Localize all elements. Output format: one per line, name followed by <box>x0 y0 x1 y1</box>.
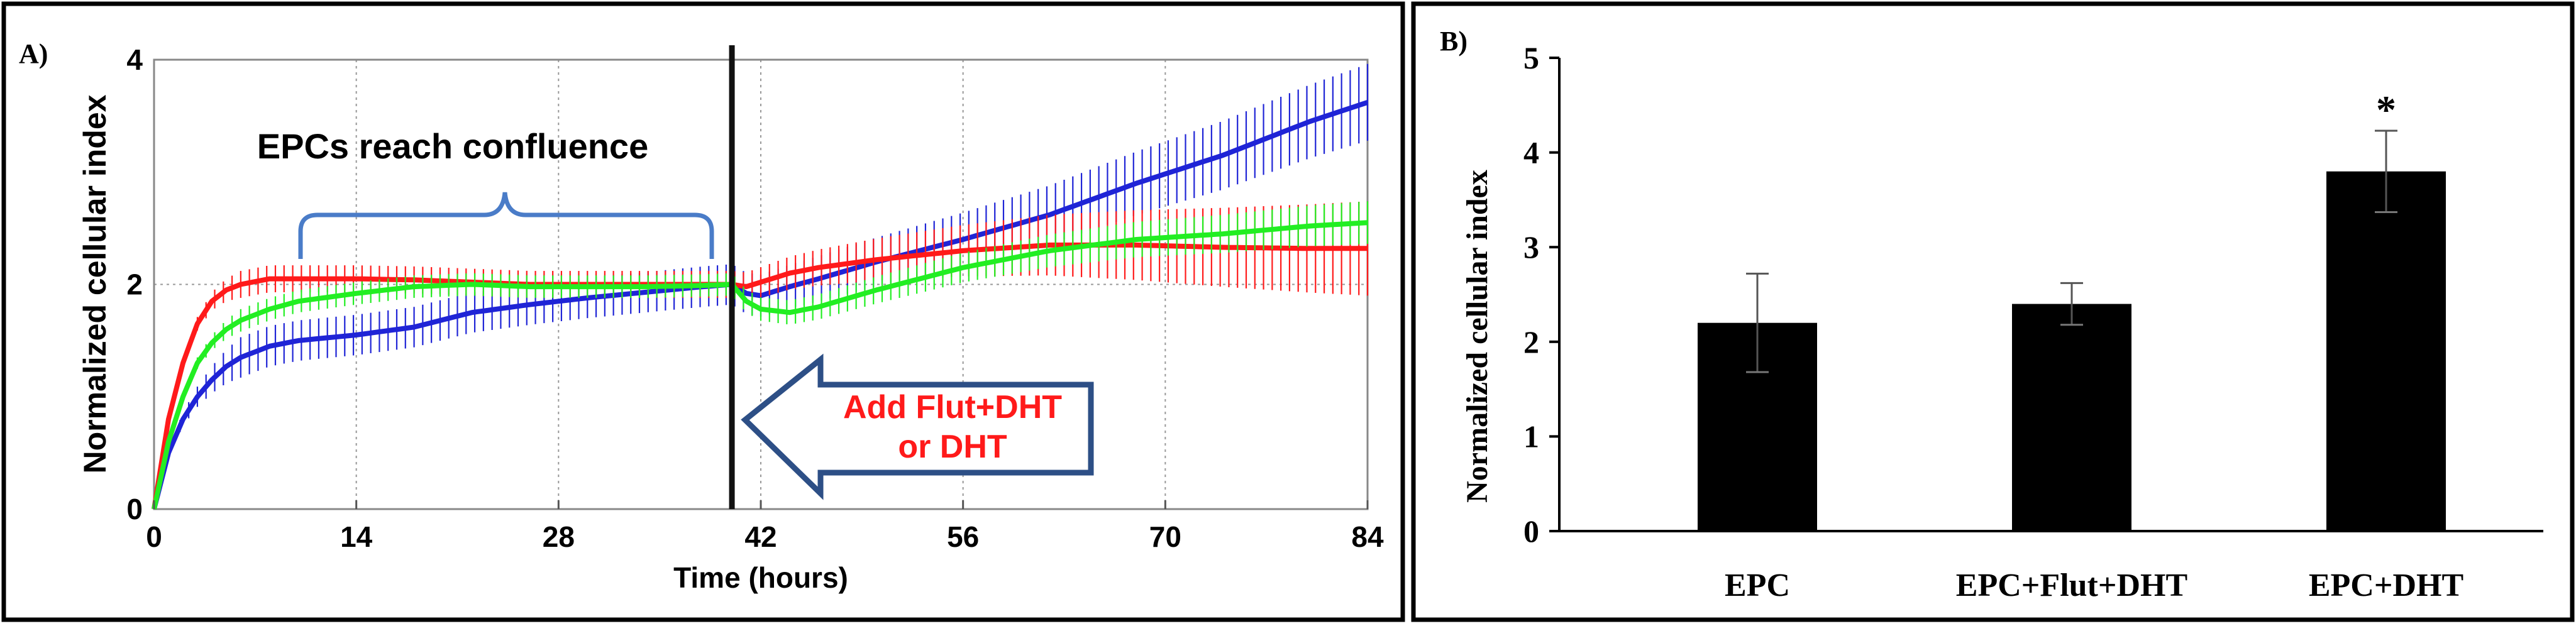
panel-b-y-tick-label: 4 <box>1523 135 1539 170</box>
panel-a-x-axis-label: Time (hours) <box>673 561 848 594</box>
panel-a-x-tick-label: 56 <box>947 520 979 553</box>
panel-b-y-tick-label: 0 <box>1523 513 1539 549</box>
panel-a-x-tick-label: 14 <box>340 520 373 553</box>
panel-b-category-label: EPC <box>1725 568 1790 603</box>
treatment-arrow-callout <box>741 353 1094 500</box>
panel-a-y-axis-label: Normalized cellular index <box>77 94 113 473</box>
panel-b: B) Normalized cellular index 0 1 2 3 4 5 EPC EP… <box>1411 1 2575 622</box>
panel-a-y-tick-label: 2 <box>126 268 143 301</box>
panel-b-y-tick-label: 1 <box>1523 419 1539 454</box>
significance-marker: * <box>2376 87 2396 132</box>
panel-a: A) 0 14 28 42 56 70 84 0 2 4 Time (hours) Normali… <box>1 1 1405 622</box>
panel-a-x-tick-label: 28 <box>543 520 575 553</box>
panel-b-category-label: EPC+DHT <box>2309 568 2463 603</box>
panel-a-x-tick-label: 84 <box>1351 520 1384 553</box>
panel-a-frame <box>1 1 1405 622</box>
treatment-annotation-line1: Add Flut+DHT <box>843 389 1062 426</box>
panel-b-y-tick-label: 2 <box>1523 324 1539 360</box>
panel-a-x-tick-label: 42 <box>744 520 777 553</box>
panel-b-category-label: EPC+Flut+DHT <box>1956 568 2187 603</box>
treatment-annotation-line2: or DHT <box>898 429 1007 465</box>
panel-b-y-axis-label: Normalized cellular index <box>1461 170 1494 503</box>
panel-a-y-tick-label: 4 <box>126 43 143 76</box>
panel-b-y-tick-label: 5 <box>1523 40 1539 75</box>
panel-a-series <box>152 63 1369 510</box>
panel-b-y-tick-label: 3 <box>1523 229 1539 265</box>
panel-a-label: A) <box>19 38 48 69</box>
confluence-annotation: EPCs reach confluence <box>257 126 648 166</box>
series-line <box>152 242 1368 510</box>
panel-a-axes: 0 14 28 42 56 70 84 0 2 4 <box>126 43 1384 553</box>
bar-epc-flut-dht <box>2012 304 2131 531</box>
panel-b-chart: 0 1 2 3 4 5 EPC EPC+Flut+DHT EPC+DHT * <box>1523 40 2543 603</box>
panel-a-x-tick-label: 70 <box>1149 520 1181 553</box>
bar-epc-dht <box>2326 171 2446 532</box>
series-line <box>152 220 1368 510</box>
panel-b-label: B) <box>1440 26 1468 57</box>
panel-b-frame <box>1411 1 2575 622</box>
panel-a-x-tick-label: 0 <box>146 520 162 553</box>
series-epc-dht <box>152 201 1369 510</box>
confluence-brace <box>298 192 714 259</box>
panel-a-y-tick-label: 0 <box>126 493 143 525</box>
